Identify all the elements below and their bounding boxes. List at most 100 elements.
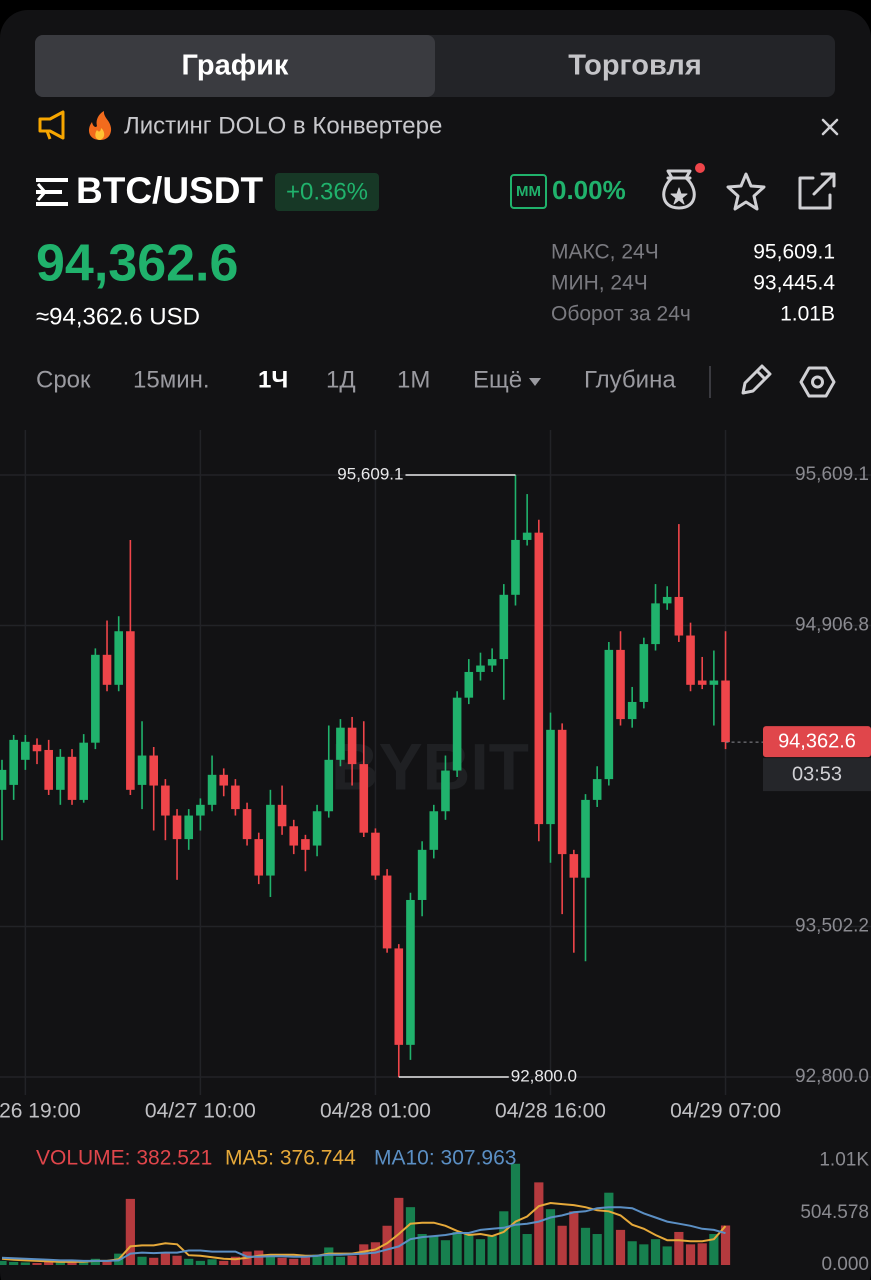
volume-bar — [697, 1243, 707, 1265]
volume-bar — [207, 1259, 217, 1265]
stat-label: МИН, 24Ч — [551, 272, 648, 295]
tab[interactable]: Торговля — [568, 50, 702, 82]
candle-body — [382, 875, 392, 949]
candle-body — [336, 727, 345, 760]
x-tick-label: 04/29 07:00 — [670, 1100, 781, 1123]
candle-body — [21, 741, 30, 760]
volume-bar — [639, 1244, 649, 1265]
candle-body — [324, 759, 334, 812]
close-icon[interactable] — [821, 118, 839, 136]
symbol[interactable]: BTC/USDT — [76, 170, 263, 211]
interval[interactable]: 15мин. — [133, 366, 210, 393]
volume-bar — [195, 1260, 205, 1265]
volume-bar — [230, 1256, 240, 1265]
volume-bar — [382, 1225, 392, 1265]
candle-body — [581, 799, 590, 878]
candle-body — [67, 756, 77, 800]
volume-bar — [464, 1234, 474, 1265]
legend-entry: MA5: 376.744 — [225, 1147, 356, 1170]
tab-active[interactable] — [35, 35, 435, 97]
favorite-icon[interactable] — [726, 172, 766, 211]
candle-body — [522, 532, 532, 540]
interval[interactable]: 1Д — [326, 366, 356, 393]
volume-bar — [429, 1236, 439, 1265]
candle-body — [0, 769, 7, 790]
candle-body — [161, 785, 170, 816]
interval-active[interactable]: 1Ч — [258, 366, 288, 393]
change: +0.36% — [286, 178, 368, 205]
candle-body — [499, 594, 509, 660]
candle-body — [511, 539, 520, 595]
candle-body — [627, 701, 637, 720]
volume-bar — [335, 1256, 346, 1265]
candle-body — [429, 811, 439, 850]
volume-bar — [674, 1231, 684, 1265]
volume-bar — [685, 1244, 696, 1265]
candle-body — [394, 948, 404, 1045]
candle-body — [487, 659, 497, 666]
volume-bar — [475, 1239, 486, 1265]
candle-body — [359, 764, 369, 833]
candle-body — [464, 671, 474, 698]
megaphone-icon — [38, 110, 65, 140]
candle-body — [207, 774, 217, 805]
stat-label: МАКС, 24Ч — [551, 241, 659, 264]
volume-bar — [499, 1211, 509, 1265]
bonus-icon[interactable] — [662, 169, 696, 210]
volume-bar — [0, 1260, 7, 1265]
volume-bar — [405, 1207, 416, 1265]
settings-icon[interactable] — [799, 366, 836, 398]
volume-bar — [312, 1254, 322, 1265]
candle-body — [32, 744, 42, 752]
candle-body — [709, 680, 719, 685]
legend-entry: VOLUME: 382.521 — [36, 1147, 212, 1170]
volume-bar — [32, 1262, 42, 1265]
y-tick-label: 0.000 — [821, 1254, 869, 1275]
draw-icon[interactable] — [741, 364, 772, 395]
y-tick-label: 93,502.2 — [795, 916, 869, 937]
depth-tab[interactable]: Глубина — [584, 366, 676, 393]
volume-bar — [9, 1261, 19, 1265]
low-label: 92,800.0 — [511, 1066, 577, 1085]
volume-bar — [79, 1261, 89, 1265]
candle-body — [266, 804, 275, 876]
candle-body — [651, 603, 660, 645]
legend-entry: MA10: 307.963 — [374, 1147, 516, 1170]
banner-text[interactable]: Листинг DOLO в Конвертере — [124, 112, 442, 139]
last-price-box — [763, 726, 871, 758]
candle-body — [674, 596, 684, 636]
toolbar-label: Срок — [36, 366, 91, 393]
volume-bar — [67, 1261, 77, 1265]
candle-body — [242, 809, 252, 840]
mm-value: 0.00% — [552, 175, 626, 205]
volume-bar — [125, 1198, 135, 1265]
candle-body — [697, 680, 707, 685]
ma-line — [1, 1206, 726, 1262]
candle-body — [137, 755, 147, 785]
volume-bar — [604, 1192, 614, 1265]
candle-body — [254, 839, 264, 876]
candle-body — [417, 849, 427, 900]
candle-body — [616, 649, 625, 720]
y-tick-label: 504.578 — [800, 1202, 869, 1223]
candle-body — [172, 815, 182, 840]
volume-bar — [545, 1209, 556, 1265]
tab[interactable]: График — [182, 50, 289, 82]
candle-body — [79, 742, 88, 800]
candle-body — [686, 635, 695, 685]
stat-value: 1.01B — [780, 303, 835, 326]
menu-icon[interactable] — [36, 178, 68, 206]
mm-icon: MM — [516, 183, 541, 200]
ma-line — [1, 1201, 727, 1263]
fire-icon — [88, 111, 112, 140]
interval[interactable]: 1М — [397, 366, 430, 393]
share-icon[interactable] — [798, 172, 836, 210]
candle-body — [9, 739, 18, 785]
volume-bar — [55, 1262, 65, 1265]
candle-body — [196, 804, 205, 816]
volume-bar — [324, 1247, 334, 1265]
last-price: 94,362.6 — [36, 235, 238, 293]
volume-bar — [347, 1255, 357, 1265]
more-menu[interactable]: Ещё — [473, 366, 522, 393]
candle-body — [569, 854, 579, 878]
